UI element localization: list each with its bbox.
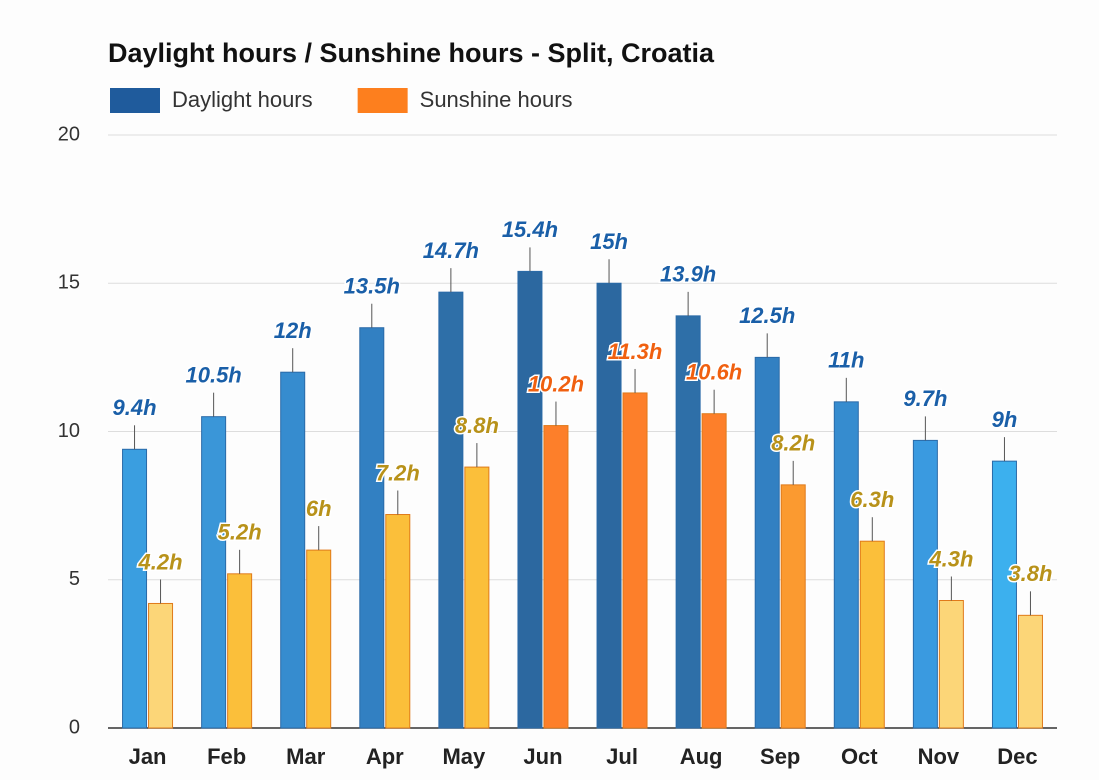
value-label: 11h xyxy=(828,348,864,373)
bar xyxy=(306,549,332,729)
x-tick-label: Sep xyxy=(760,744,800,769)
value-label: 13.5h xyxy=(344,274,400,299)
value-label: 4.2h xyxy=(138,549,183,574)
y-tick-label: 0 xyxy=(69,716,80,738)
x-tick-label: Feb xyxy=(207,744,246,769)
bar xyxy=(859,540,885,729)
value-label: 9.7h xyxy=(903,386,947,411)
bar xyxy=(517,270,543,729)
bar xyxy=(385,514,411,729)
legend-swatch xyxy=(357,88,408,113)
x-tick-label: Jul xyxy=(606,744,638,769)
x-tick-label: Jan xyxy=(129,744,167,769)
y-tick-label: 5 xyxy=(69,568,80,590)
bar xyxy=(122,448,148,729)
bar xyxy=(754,356,780,729)
value-label: 7.2h xyxy=(376,460,420,485)
x-tick-label: Aug xyxy=(680,744,723,769)
bar xyxy=(701,413,727,729)
value-label: 12.5h xyxy=(739,303,795,328)
value-label: 9h xyxy=(992,407,1018,432)
x-tick-label: May xyxy=(442,744,486,769)
legend-label: Sunshine hours xyxy=(420,87,573,112)
value-label: 3.8h xyxy=(1008,561,1052,586)
value-label: 4.3h xyxy=(928,546,973,571)
bar xyxy=(438,291,464,729)
x-tick-label: Apr xyxy=(366,744,404,769)
value-label: 14.7h xyxy=(423,238,479,263)
bar xyxy=(912,439,938,729)
value-label: 15.4h xyxy=(502,217,558,242)
bar xyxy=(780,484,806,729)
bar xyxy=(280,371,306,729)
x-tick-label: Nov xyxy=(918,744,960,769)
value-label: 11.3h xyxy=(608,339,663,364)
bar xyxy=(201,416,227,729)
bar xyxy=(359,327,385,729)
bar xyxy=(148,602,174,729)
legend-label: Daylight hours xyxy=(172,87,313,112)
legend-swatch xyxy=(110,88,160,113)
value-label: 9.4h xyxy=(113,395,157,420)
value-label: 10.6h xyxy=(686,360,742,385)
bar xyxy=(991,460,1017,729)
chart-title: Daylight hours / Sunshine hours - Split,… xyxy=(108,38,715,68)
bar xyxy=(938,600,964,729)
y-tick-label: 20 xyxy=(58,123,80,145)
y-tick-label: 15 xyxy=(58,272,80,294)
bar xyxy=(543,425,569,729)
value-label: 10.2h xyxy=(528,371,584,396)
x-tick-label: Oct xyxy=(841,744,878,769)
value-label: 6.3h xyxy=(850,487,894,512)
value-label: 5.2h xyxy=(218,520,262,545)
bar xyxy=(464,466,490,729)
x-tick-label: Jun xyxy=(523,744,562,769)
value-label: 8.2h xyxy=(771,431,815,456)
value-label: 10.5h xyxy=(185,362,241,387)
x-tick-label: Mar xyxy=(286,744,326,769)
bar xyxy=(622,392,648,729)
bar xyxy=(227,573,253,729)
value-label: 13.9h xyxy=(660,262,716,287)
bar xyxy=(675,315,701,729)
y-tick-label: 10 xyxy=(58,420,80,442)
value-label: 15h xyxy=(590,229,628,254)
x-tick-label: Dec xyxy=(997,744,1037,769)
bar xyxy=(833,401,859,729)
bar xyxy=(1017,614,1043,729)
value-label: 8.8h xyxy=(455,413,499,438)
value-label: 12h xyxy=(274,318,312,343)
value-label: 6h xyxy=(306,496,332,521)
